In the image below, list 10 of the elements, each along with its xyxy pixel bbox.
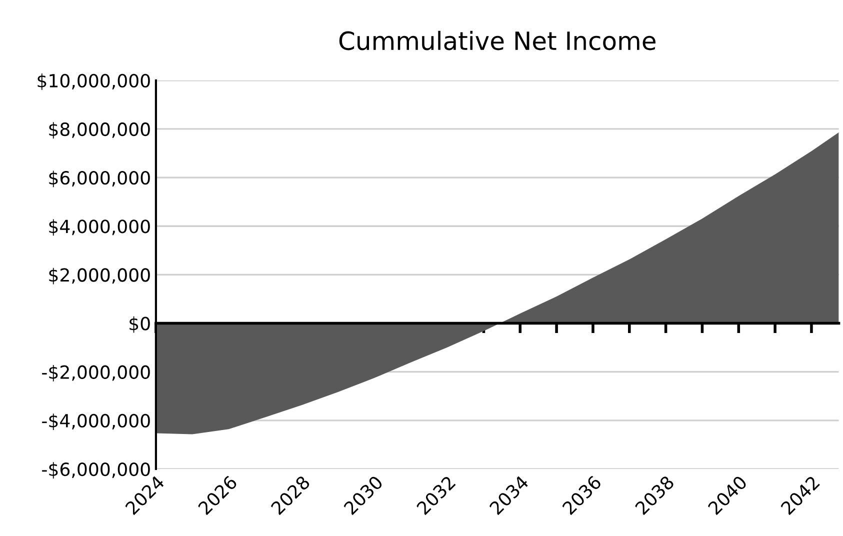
y-tick-label: $10,000,000	[38, 74, 150, 90]
y-tick-label: $8,000,000	[49, 122, 150, 138]
y-tick-label: $2,000,000	[49, 268, 150, 284]
y-tick-label: -$6,000,000	[42, 462, 150, 479]
y-tick-label: $0	[130, 316, 150, 333]
y-tick-label: $6,000,000	[49, 170, 150, 188]
y-tick-label: $4,000,000	[49, 219, 150, 236]
y-tick-label: -$2,000,000	[42, 364, 150, 382]
chart-title: Cummulative Net Income	[339, 30, 656, 50]
y-tick-label: -$4,000,000	[42, 414, 150, 430]
